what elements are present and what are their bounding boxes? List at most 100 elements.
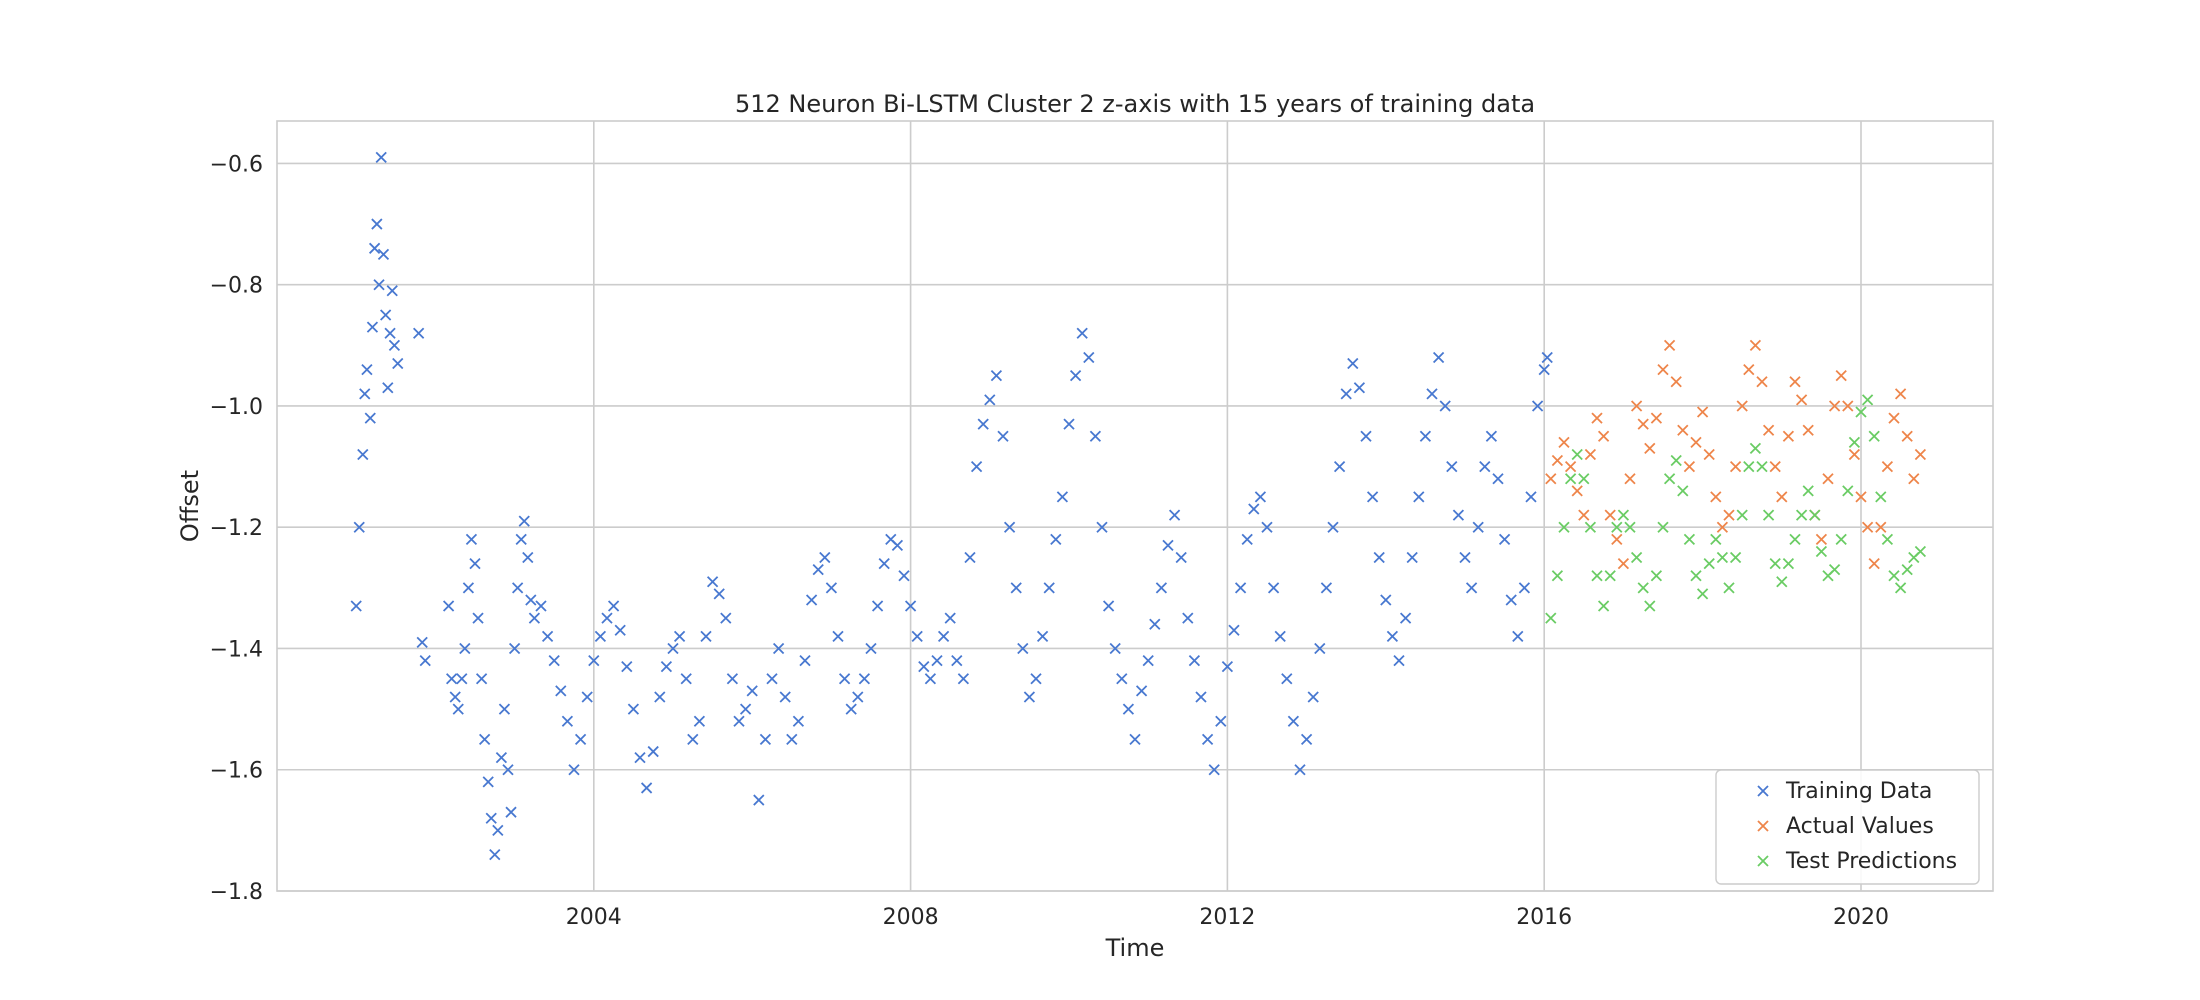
data-point bbox=[353, 521, 365, 533]
y-axis-label: Offset bbox=[176, 470, 204, 542]
data-point bbox=[1630, 551, 1643, 564]
data-point bbox=[687, 733, 699, 746]
data-point bbox=[858, 673, 871, 685]
data-point bbox=[1347, 357, 1359, 370]
data-point bbox=[1393, 654, 1405, 667]
data-point bbox=[416, 636, 428, 649]
legend-marker-actual-values bbox=[1757, 820, 1769, 832]
data-point bbox=[1426, 388, 1438, 400]
data-point bbox=[1162, 539, 1174, 552]
data-point bbox=[1452, 509, 1465, 521]
data-point bbox=[1459, 551, 1471, 564]
data-point bbox=[495, 751, 508, 764]
data-point bbox=[1670, 376, 1682, 388]
data-point bbox=[746, 685, 758, 697]
data-point bbox=[1584, 448, 1597, 461]
legend-label-actual-values: Actual Values bbox=[1786, 814, 1934, 839]
data-point bbox=[1201, 733, 1214, 746]
data-point bbox=[753, 794, 765, 806]
data-point bbox=[1525, 491, 1537, 503]
data-point bbox=[512, 582, 524, 594]
data-point bbox=[386, 285, 398, 297]
data-point bbox=[1564, 460, 1577, 473]
data-point bbox=[456, 673, 468, 685]
data-point bbox=[759, 733, 772, 746]
data-point bbox=[1677, 424, 1689, 436]
data-point bbox=[1069, 370, 1082, 382]
data-point bbox=[1597, 430, 1610, 442]
data-point bbox=[1894, 388, 1907, 400]
y-tick-label: −1.2 bbox=[210, 516, 263, 541]
data-point bbox=[1782, 557, 1795, 570]
data-point bbox=[1802, 485, 1814, 497]
x-tick-labels: 2004 2008 2012 2016 2020 bbox=[566, 905, 1889, 930]
data-point bbox=[1881, 460, 1894, 473]
data-point bbox=[1861, 394, 1874, 406]
data-point bbox=[706, 576, 719, 588]
data-point bbox=[1267, 582, 1280, 594]
data-point bbox=[1644, 600, 1656, 612]
data-point bbox=[1828, 400, 1841, 412]
data-point bbox=[384, 327, 396, 339]
data-point bbox=[1776, 576, 1788, 588]
data-point bbox=[1261, 521, 1273, 533]
data-point bbox=[366, 321, 379, 333]
data-point bbox=[465, 533, 478, 545]
data-point bbox=[1366, 491, 1379, 503]
data-point bbox=[548, 654, 560, 667]
data-point bbox=[1657, 521, 1669, 533]
data-point bbox=[1710, 533, 1722, 545]
data-point bbox=[1056, 491, 1069, 503]
data-point bbox=[1881, 533, 1894, 545]
data-point bbox=[419, 654, 431, 667]
data-point bbox=[1571, 485, 1583, 497]
data-point bbox=[1855, 406, 1867, 418]
data-point bbox=[1630, 400, 1643, 412]
data-point bbox=[1017, 642, 1029, 655]
data-point bbox=[528, 612, 541, 624]
data-point bbox=[1320, 582, 1333, 594]
data-point bbox=[1498, 533, 1511, 545]
data-point bbox=[1855, 491, 1867, 503]
data-point bbox=[1036, 630, 1049, 642]
data-point bbox=[1809, 509, 1821, 521]
data-point bbox=[368, 242, 381, 254]
y-tick-label: −0.8 bbox=[210, 274, 263, 299]
data-point bbox=[1861, 521, 1874, 533]
data-point bbox=[1663, 473, 1676, 485]
data-point bbox=[1281, 673, 1293, 685]
data-point bbox=[1624, 521, 1636, 533]
data-point bbox=[1888, 412, 1900, 424]
data-point bbox=[918, 661, 930, 673]
data-point bbox=[1624, 473, 1636, 485]
data-point bbox=[535, 600, 547, 612]
data-point bbox=[832, 630, 844, 642]
data-point bbox=[1003, 521, 1016, 533]
data-point bbox=[1360, 430, 1372, 442]
data-point bbox=[522, 551, 534, 564]
data-point bbox=[799, 654, 811, 667]
legend-label-training-data: Training Data bbox=[1785, 779, 1932, 804]
data-point bbox=[446, 673, 458, 685]
data-point bbox=[1314, 642, 1326, 655]
data-point bbox=[594, 630, 607, 642]
data-point bbox=[713, 588, 725, 600]
data-point bbox=[1492, 473, 1504, 485]
data-point bbox=[498, 703, 511, 715]
legend-box bbox=[1715, 769, 1980, 885]
data-point bbox=[1604, 509, 1616, 521]
data-point bbox=[1234, 582, 1247, 594]
data-point bbox=[1129, 733, 1141, 746]
data-point bbox=[1221, 661, 1234, 673]
data-point bbox=[621, 661, 633, 673]
data-point bbox=[852, 691, 864, 703]
data-point bbox=[951, 654, 963, 667]
legend-marker bbox=[1757, 785, 1769, 797]
data-point bbox=[1142, 654, 1154, 667]
data-point bbox=[1683, 533, 1696, 545]
data-point bbox=[1551, 454, 1564, 467]
data-point bbox=[1584, 521, 1597, 533]
data-point bbox=[779, 691, 791, 703]
series-training-data bbox=[350, 151, 1553, 861]
data-point bbox=[931, 654, 943, 667]
